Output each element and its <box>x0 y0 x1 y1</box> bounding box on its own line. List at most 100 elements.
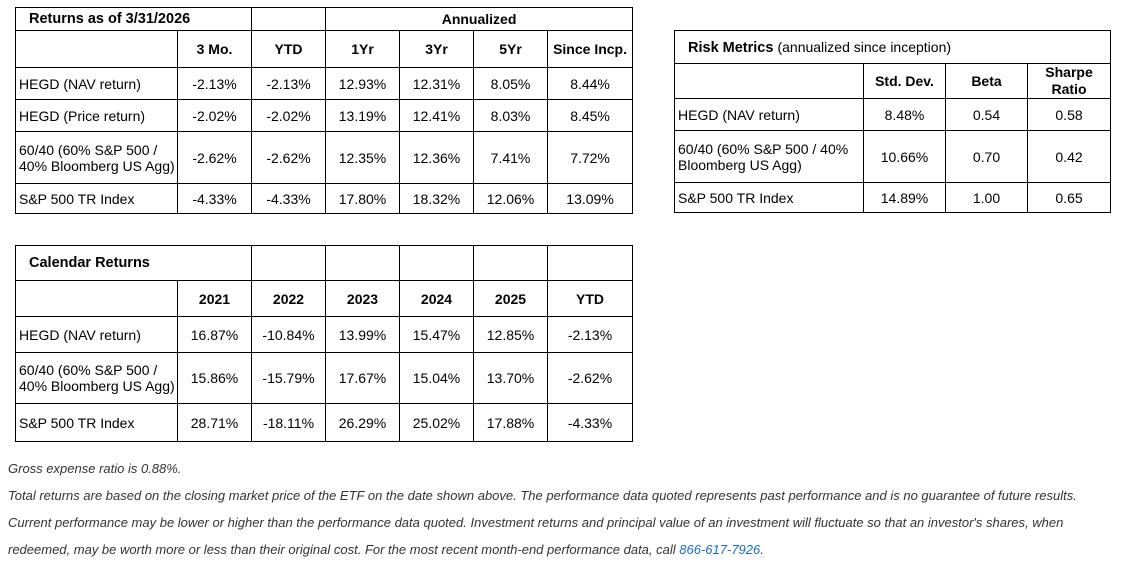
table-cell: -2.02% <box>176 99 253 132</box>
table-cell: 18.32% <box>399 183 475 214</box>
performance-disclaimer: Total returns are based on the closing m… <box>8 482 1118 563</box>
risk-metrics-table: Risk Metrics (annualized since inception… <box>673 30 1112 213</box>
row-label: HEGD (NAV return) <box>674 98 864 131</box>
phone-link[interactable]: 866-617-7926 <box>679 542 761 557</box>
table-cell: 13.70% <box>473 352 548 404</box>
table-cell: 12.93% <box>325 67 401 100</box>
column-header: 3Yr <box>399 30 475 68</box>
column-header: 2025 <box>473 280 548 317</box>
column-header: Sharpe Ratio <box>1026 63 1112 99</box>
table-row: HEGD (Price return) -2.02% -2.02% 13.19%… <box>15 99 634 132</box>
column-header: 2021 <box>177 280 252 317</box>
row-label: HEGD (Price return) <box>15 99 178 132</box>
row-label: 60/40 (60% S&P 500 / 40% Bloomberg US Ag… <box>674 130 864 183</box>
table-cell: -2.62% <box>547 352 633 404</box>
table-cell: 25.02% <box>399 403 474 442</box>
table-cell: 8.48% <box>863 98 946 131</box>
table-cell: 1.00 <box>945 182 1028 213</box>
risk-title-subtitle: (annualized since inception) <box>777 38 952 55</box>
table-cell: 15.04% <box>399 352 474 404</box>
table-cell: 12.36% <box>399 131 475 184</box>
table-cell: 12.31% <box>399 67 475 100</box>
table-cell: 13.09% <box>547 183 634 214</box>
table-cell: -18.11% <box>251 403 326 442</box>
risk-metrics-title: Risk Metrics (annualized since inception… <box>673 30 1112 64</box>
table-cell: 15.47% <box>399 316 474 353</box>
table-cell: 13.99% <box>325 316 400 353</box>
table-cell: 12.35% <box>325 131 401 184</box>
table-row: 60/40 (60% S&P 500 / 40% Bloomberg US Ag… <box>15 352 633 404</box>
table-row: 60/40 (60% S&P 500 / 40% Bloomberg US Ag… <box>15 131 634 184</box>
table-cell: -4.33% <box>251 183 327 214</box>
table-cell: 17.67% <box>325 352 400 404</box>
table-cell: 26.29% <box>325 403 400 442</box>
table-cell: 28.71% <box>177 403 252 442</box>
column-header: Beta <box>945 63 1028 99</box>
table-cell: 8.03% <box>473 99 549 132</box>
table-cell: 14.89% <box>863 182 946 213</box>
table-cell: -2.13% <box>547 316 633 353</box>
table-cell: 16.87% <box>177 316 252 353</box>
table-cell: -4.33% <box>547 403 633 442</box>
row-label: S&P 500 TR Index <box>15 183 178 214</box>
table-cell: 17.88% <box>473 403 548 442</box>
table-cell: 0.58 <box>1026 98 1112 131</box>
row-label: S&P 500 TR Index <box>15 403 178 442</box>
table-cell: -2.62% <box>176 131 253 184</box>
table-cell: 12.06% <box>473 183 549 214</box>
row-label: HEGD (NAV return) <box>15 316 178 353</box>
table-cell: 0.54 <box>945 98 1028 131</box>
column-header: Std. Dev. <box>863 63 946 99</box>
table-cell: 10.66% <box>863 130 946 183</box>
table-cell: 12.85% <box>473 316 548 353</box>
column-header: YTD <box>547 280 633 317</box>
row-label: HEGD (NAV return) <box>15 67 178 100</box>
risk-title-main: Risk Metrics <box>688 39 774 56</box>
table-row: HEGD (NAV return) 16.87% -10.84% 13.99% … <box>15 316 633 353</box>
table-cell: -2.13% <box>176 67 253 100</box>
column-header: 5Yr <box>473 30 549 68</box>
table-row: 60/40 (60% S&P 500 / 40% Bloomberg US Ag… <box>674 130 1112 183</box>
table-row: HEGD (NAV return) 8.48% 0.54 0.58 <box>674 98 1112 131</box>
annualized-header: Annualized <box>325 7 634 31</box>
table-cell: -4.33% <box>176 183 253 214</box>
table-cell: 0.65 <box>1026 182 1112 213</box>
table-cell: -2.02% <box>251 99 327 132</box>
table-cell: 0.42 <box>1026 130 1112 183</box>
table-cell: 7.72% <box>547 131 634 184</box>
column-header: 1Yr <box>325 30 401 68</box>
table-cell: 15.86% <box>177 352 252 404</box>
table-cell: 12.41% <box>399 99 475 132</box>
table-cell: -10.84% <box>251 316 326 353</box>
returns-table: Returns as of 3/31/2026 Annualized 3 Mo.… <box>14 7 634 214</box>
expense-ratio-note: Gross expense ratio is 0.88%. <box>8 461 182 476</box>
table-cell: 0.70 <box>945 130 1028 183</box>
table-cell: 8.05% <box>473 67 549 100</box>
returns-table-title: Returns as of 3/31/2026 <box>14 7 253 31</box>
column-header: 2024 <box>399 280 474 317</box>
table-cell: 8.45% <box>547 99 634 132</box>
table-cell: 7.41% <box>473 131 549 184</box>
row-label: S&P 500 TR Index <box>674 182 864 213</box>
table-cell: 17.80% <box>325 183 401 214</box>
footnotes: Gross expense ratio is 0.88%. Total retu… <box>8 455 1118 563</box>
row-label: 60/40 (60% S&P 500 / 40% Bloomberg US Ag… <box>15 352 178 404</box>
table-row: S&P 500 TR Index 14.89% 1.00 0.65 <box>674 182 1112 213</box>
column-header: 2022 <box>251 280 326 317</box>
disclaimer-text: Total returns are based on the closing m… <box>8 488 1077 557</box>
table-cell: 8.44% <box>547 67 634 100</box>
table-cell: -15.79% <box>251 352 326 404</box>
table-cell: 13.19% <box>325 99 401 132</box>
table-row: S&P 500 TR Index -4.33% -4.33% 17.80% 18… <box>15 183 634 214</box>
column-header: 2023 <box>325 280 400 317</box>
column-header: 3 Mo. <box>176 30 253 68</box>
calendar-returns-title: Calendar Returns <box>15 245 252 281</box>
table-cell: -2.13% <box>251 67 327 100</box>
column-header: YTD <box>251 30 327 68</box>
column-header: Since Incp. <box>547 30 634 68</box>
calendar-returns-table: Calendar Returns 2021 2022 2023 2024 202… <box>15 245 633 442</box>
table-cell: -2.62% <box>251 131 327 184</box>
table-row: S&P 500 TR Index 28.71% -18.11% 26.29% 2… <box>15 403 633 442</box>
disclaimer-end: . <box>760 542 764 557</box>
table-row: HEGD (NAV return) -2.13% -2.13% 12.93% 1… <box>15 67 634 100</box>
